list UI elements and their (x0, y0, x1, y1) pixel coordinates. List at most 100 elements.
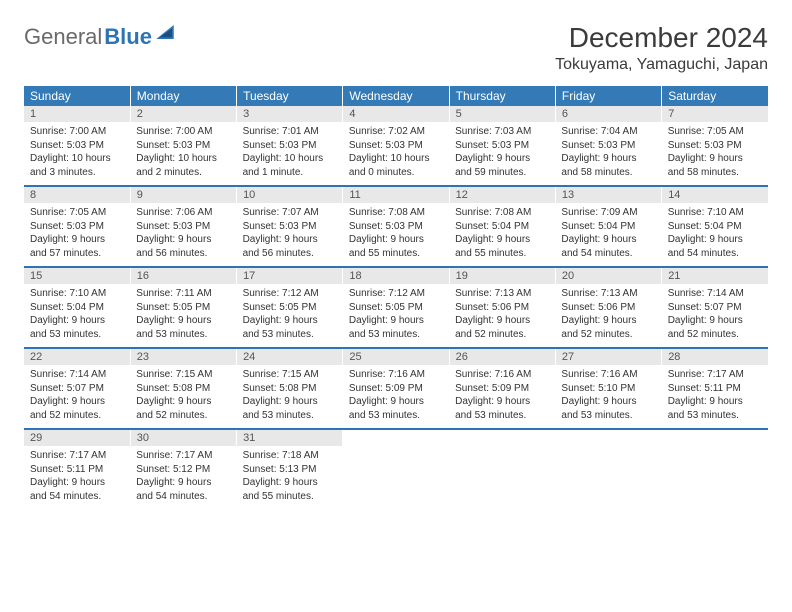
day-number: 11 (343, 186, 449, 203)
sunset-text: Sunset: 5:04 PM (561, 220, 655, 234)
sunrise-text: Sunrise: 7:09 AM (561, 206, 655, 220)
day-cell: Sunrise: 7:16 AMSunset: 5:09 PMDaylight:… (449, 365, 555, 429)
sunrise-text: Sunrise: 7:10 AM (30, 287, 124, 301)
day-number: 16 (130, 267, 236, 284)
sunset-text: Sunset: 5:10 PM (561, 382, 655, 396)
sunrise-text: Sunrise: 7:16 AM (455, 368, 549, 382)
day-cell: Sunrise: 7:03 AMSunset: 5:03 PMDaylight:… (449, 122, 555, 186)
sunset-text: Sunset: 5:03 PM (668, 139, 762, 153)
day-cell: Sunrise: 7:08 AMSunset: 5:03 PMDaylight:… (343, 203, 449, 267)
day1-text: Daylight: 9 hours (561, 152, 655, 166)
day2-text: and 54 minutes. (561, 247, 655, 261)
sunrise-text: Sunrise: 7:06 AM (136, 206, 230, 220)
sunset-text: Sunset: 5:06 PM (561, 301, 655, 315)
day-cell: Sunrise: 7:06 AMSunset: 5:03 PMDaylight:… (130, 203, 236, 267)
day2-text: and 59 minutes. (455, 166, 549, 180)
dayname-sat: Saturday (662, 86, 768, 106)
day1-text: Daylight: 9 hours (243, 314, 337, 328)
day-cell: Sunrise: 7:13 AMSunset: 5:06 PMDaylight:… (555, 284, 661, 348)
sunrise-text: Sunrise: 7:13 AM (561, 287, 655, 301)
day-cell: Sunrise: 7:15 AMSunset: 5:08 PMDaylight:… (237, 365, 343, 429)
sunrise-text: Sunrise: 7:08 AM (349, 206, 443, 220)
sunset-text: Sunset: 5:03 PM (455, 139, 549, 153)
day1-text: Daylight: 9 hours (136, 233, 230, 247)
day2-text: and 54 minutes. (668, 247, 762, 261)
day1-text: Daylight: 9 hours (455, 395, 549, 409)
day2-text: and 54 minutes. (30, 490, 124, 504)
day2-text: and 53 minutes. (668, 409, 762, 423)
day-cell (662, 446, 768, 509)
day-number: 13 (555, 186, 661, 203)
day-cell: Sunrise: 7:18 AMSunset: 5:13 PMDaylight:… (237, 446, 343, 509)
sunset-text: Sunset: 5:13 PM (243, 463, 337, 477)
day-number (555, 429, 661, 446)
day1-text: Daylight: 9 hours (561, 233, 655, 247)
sunrise-text: Sunrise: 7:18 AM (243, 449, 337, 463)
day1-text: Daylight: 9 hours (668, 233, 762, 247)
day-number: 18 (343, 267, 449, 284)
daynum-row: 22232425262728 (24, 348, 768, 365)
sunrise-text: Sunrise: 7:14 AM (30, 368, 124, 382)
day1-text: Daylight: 9 hours (243, 476, 337, 490)
day1-text: Daylight: 9 hours (243, 233, 337, 247)
day1-text: Daylight: 9 hours (561, 395, 655, 409)
day2-text: and 53 minutes. (243, 328, 337, 342)
day1-text: Daylight: 9 hours (561, 314, 655, 328)
day-number: 2 (130, 106, 236, 122)
day1-text: Daylight: 9 hours (455, 233, 549, 247)
day1-text: Daylight: 9 hours (30, 314, 124, 328)
day-cell: Sunrise: 7:01 AMSunset: 5:03 PMDaylight:… (237, 122, 343, 186)
header: General Blue December 2024 Tokuyama, Yam… (24, 18, 768, 74)
day1-text: Daylight: 9 hours (243, 395, 337, 409)
sunrise-text: Sunrise: 7:01 AM (243, 125, 337, 139)
day-number: 23 (130, 348, 236, 365)
sunrise-text: Sunrise: 7:13 AM (455, 287, 549, 301)
day-number: 15 (24, 267, 130, 284)
day-cell: Sunrise: 7:05 AMSunset: 5:03 PMDaylight:… (24, 203, 130, 267)
day1-text: Daylight: 9 hours (30, 395, 124, 409)
day-cell: Sunrise: 7:14 AMSunset: 5:07 PMDaylight:… (662, 284, 768, 348)
day2-text: and 52 minutes. (455, 328, 549, 342)
daynum-row: 891011121314 (24, 186, 768, 203)
sunrise-text: Sunrise: 7:17 AM (136, 449, 230, 463)
day-number: 24 (237, 348, 343, 365)
day1-text: Daylight: 9 hours (668, 314, 762, 328)
day-cell: Sunrise: 7:05 AMSunset: 5:03 PMDaylight:… (662, 122, 768, 186)
sunset-text: Sunset: 5:05 PM (349, 301, 443, 315)
sunrise-text: Sunrise: 7:05 AM (30, 206, 124, 220)
day-cell: Sunrise: 7:00 AMSunset: 5:03 PMDaylight:… (130, 122, 236, 186)
sunset-text: Sunset: 5:08 PM (136, 382, 230, 396)
day2-text: and 3 minutes. (30, 166, 124, 180)
sunset-text: Sunset: 5:05 PM (243, 301, 337, 315)
sunset-text: Sunset: 5:09 PM (349, 382, 443, 396)
day-cell: Sunrise: 7:17 AMSunset: 5:11 PMDaylight:… (662, 365, 768, 429)
day-cell: Sunrise: 7:17 AMSunset: 5:11 PMDaylight:… (24, 446, 130, 509)
day2-text: and 58 minutes. (561, 166, 655, 180)
day2-text: and 0 minutes. (349, 166, 443, 180)
sunrise-text: Sunrise: 7:15 AM (243, 368, 337, 382)
day2-text: and 54 minutes. (136, 490, 230, 504)
day1-text: Daylight: 9 hours (668, 395, 762, 409)
logo: General Blue (24, 24, 174, 50)
sunrise-text: Sunrise: 7:04 AM (561, 125, 655, 139)
day-number: 5 (449, 106, 555, 122)
sunset-text: Sunset: 5:03 PM (136, 220, 230, 234)
logo-sail-icon (156, 25, 174, 39)
day-number: 14 (662, 186, 768, 203)
day-number: 4 (343, 106, 449, 122)
day2-text: and 53 minutes. (136, 328, 230, 342)
sunrise-text: Sunrise: 7:07 AM (243, 206, 337, 220)
sunrise-text: Sunrise: 7:11 AM (136, 287, 230, 301)
sunrise-text: Sunrise: 7:10 AM (668, 206, 762, 220)
dayname-wed: Wednesday (343, 86, 449, 106)
day-number: 17 (237, 267, 343, 284)
day-cell: Sunrise: 7:12 AMSunset: 5:05 PMDaylight:… (343, 284, 449, 348)
sunset-text: Sunset: 5:03 PM (243, 220, 337, 234)
day1-text: Daylight: 9 hours (668, 152, 762, 166)
sunrise-text: Sunrise: 7:14 AM (668, 287, 762, 301)
day-cell: Sunrise: 7:10 AMSunset: 5:04 PMDaylight:… (662, 203, 768, 267)
dayname-row: Sunday Monday Tuesday Wednesday Thursday… (24, 86, 768, 106)
day2-text: and 53 minutes. (243, 409, 337, 423)
sunrise-text: Sunrise: 7:15 AM (136, 368, 230, 382)
sunrise-text: Sunrise: 7:16 AM (349, 368, 443, 382)
